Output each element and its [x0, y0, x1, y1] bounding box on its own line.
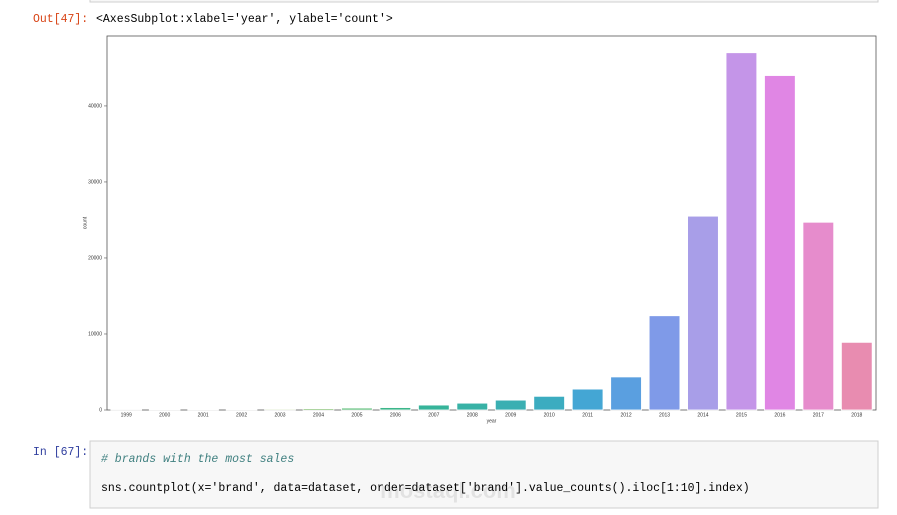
- bar: [533, 395, 565, 411]
- bar: [302, 408, 335, 411]
- y-tick-label: 20000: [88, 255, 102, 261]
- plot: 0 10000 20000 30000 40000 1999 2000 2001 2002 200…: [82, 35, 877, 424]
- x-tick-label: 1999: [121, 412, 132, 418]
- bar: [264, 408, 296, 411]
- x-tick-label: 2015: [736, 412, 747, 418]
- bar: [571, 388, 604, 411]
- plot-frame: [106, 35, 877, 411]
- bar: [494, 399, 527, 411]
- x-tick-label: 2011: [582, 412, 593, 418]
- output-text: <AxesSubplot:xlabel='year', ylabel='coun…: [96, 13, 393, 26]
- bar: [225, 408, 258, 411]
- x-tick-label: 2016: [774, 412, 785, 418]
- x-tick-label: 2017: [813, 412, 824, 418]
- input-cell[interactable]: [89, 440, 879, 509]
- x-tick-label: 2003: [274, 412, 285, 418]
- x-tick-label: 2002: [236, 412, 247, 418]
- out-prompt: Out[47]:: [33, 13, 88, 26]
- watermark: mostaql.com: [380, 478, 516, 503]
- bar: [341, 407, 373, 411]
- y-tick-label: 40000: [88, 103, 102, 109]
- x-tick-label: 2005: [351, 412, 362, 418]
- x-tick-label: 2014: [697, 412, 708, 418]
- bar: [687, 215, 719, 411]
- x-tick-label: 2008: [467, 412, 478, 418]
- x-tick-label: 2013: [659, 412, 670, 418]
- bar: [840, 341, 873, 411]
- x-tick-label: 2000: [159, 412, 170, 418]
- bar: [648, 315, 681, 411]
- x-tick-label: 2001: [198, 412, 209, 418]
- y-tick-label: 30000: [88, 179, 102, 185]
- x-tick-label: 2010: [544, 412, 555, 418]
- x-tick-label: 2007: [428, 412, 439, 418]
- x-axis-label: year: [487, 418, 497, 424]
- bar: [764, 75, 796, 411]
- bar: [725, 52, 758, 411]
- y-axis-label: count: [82, 216, 88, 229]
- bar: [802, 221, 835, 411]
- bar: [610, 376, 642, 411]
- x-tick-label: 2012: [621, 412, 632, 418]
- x-tick-label: 2009: [505, 412, 516, 418]
- y-tick-label: 0: [99, 407, 102, 413]
- code-line: sns.countplot(x='brand', data=dataset, o…: [101, 482, 750, 495]
- bar: [379, 407, 412, 411]
- previous-cell: [89, 0, 879, 3]
- x-tick-label: 2004: [313, 412, 324, 418]
- in-prompt: In [67]:: [33, 446, 88, 459]
- code-comment: # brands with the most sales: [101, 453, 294, 466]
- x-tick-label: 2018: [851, 412, 862, 418]
- bar: [418, 404, 450, 411]
- bar: [456, 402, 489, 411]
- y-tick-label: 10000: [88, 331, 102, 337]
- x-tick-label: 2006: [390, 412, 401, 418]
